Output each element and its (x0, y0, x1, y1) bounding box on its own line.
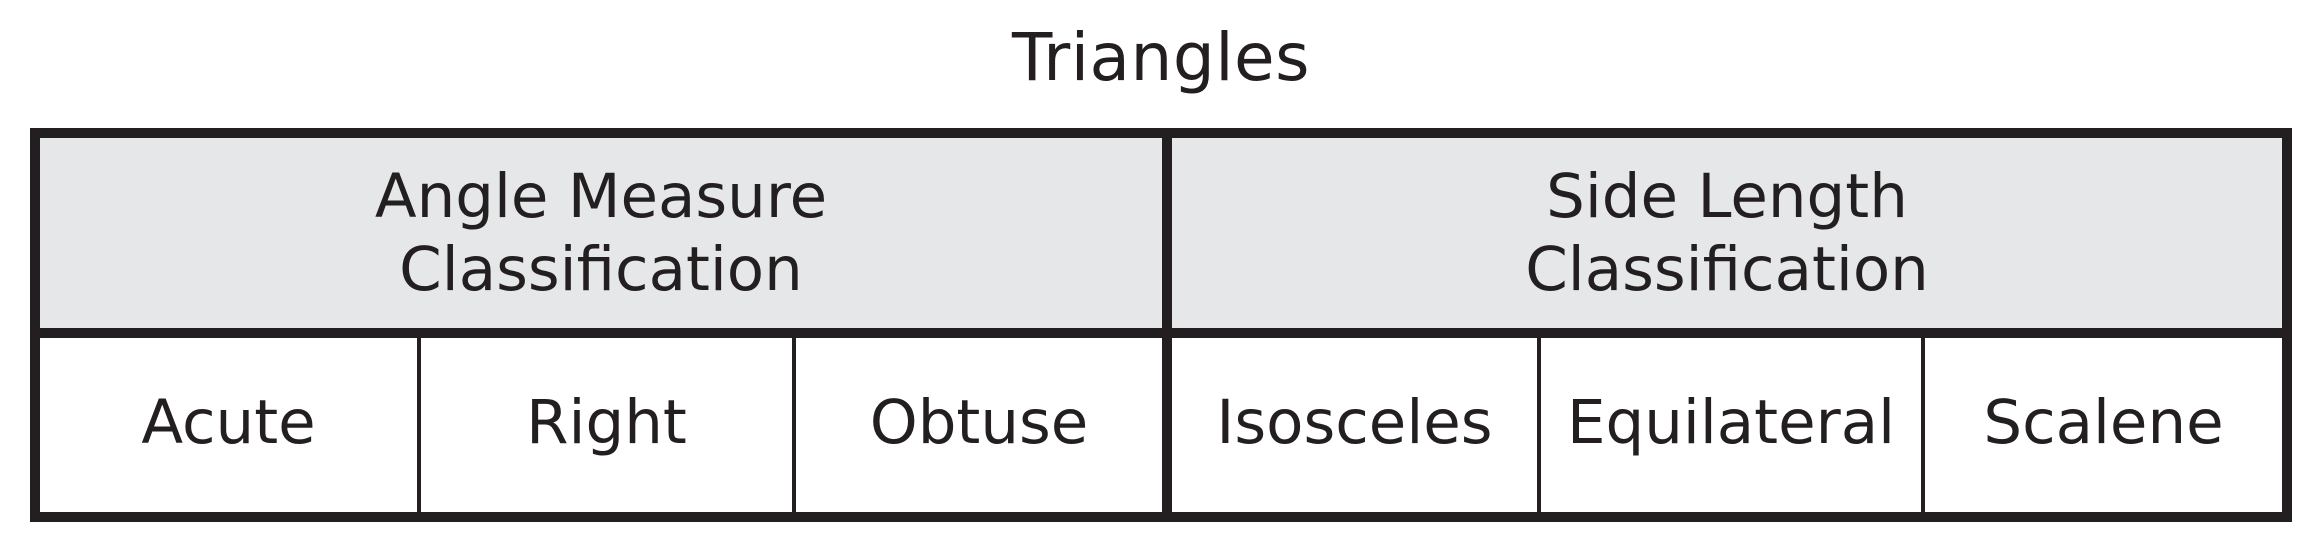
cell-obtuse: Obtuse (869, 386, 1089, 458)
cell-scalene: Scalene (1983, 386, 2224, 458)
cell-acute: Acute (141, 386, 316, 458)
cell-divider (417, 338, 421, 512)
classification-table: Angle Measure Classification Side Length… (30, 128, 2292, 522)
group-header-angle-measure: Angle Measure Classification (40, 138, 1162, 328)
cell-divider (792, 338, 796, 512)
cell-isosceles: Isosceles (1216, 386, 1493, 458)
cell-divider (1537, 338, 1541, 512)
group-divider (1162, 138, 1172, 512)
diagram-title: Triangles (1011, 19, 1311, 96)
cell-right: Right (526, 386, 687, 458)
group-header-side-length: Side Length Classification (1172, 138, 2282, 328)
cell-divider (1921, 338, 1925, 512)
cell-equilateral: Equilateral (1566, 386, 1896, 458)
header-divider (40, 328, 2282, 338)
